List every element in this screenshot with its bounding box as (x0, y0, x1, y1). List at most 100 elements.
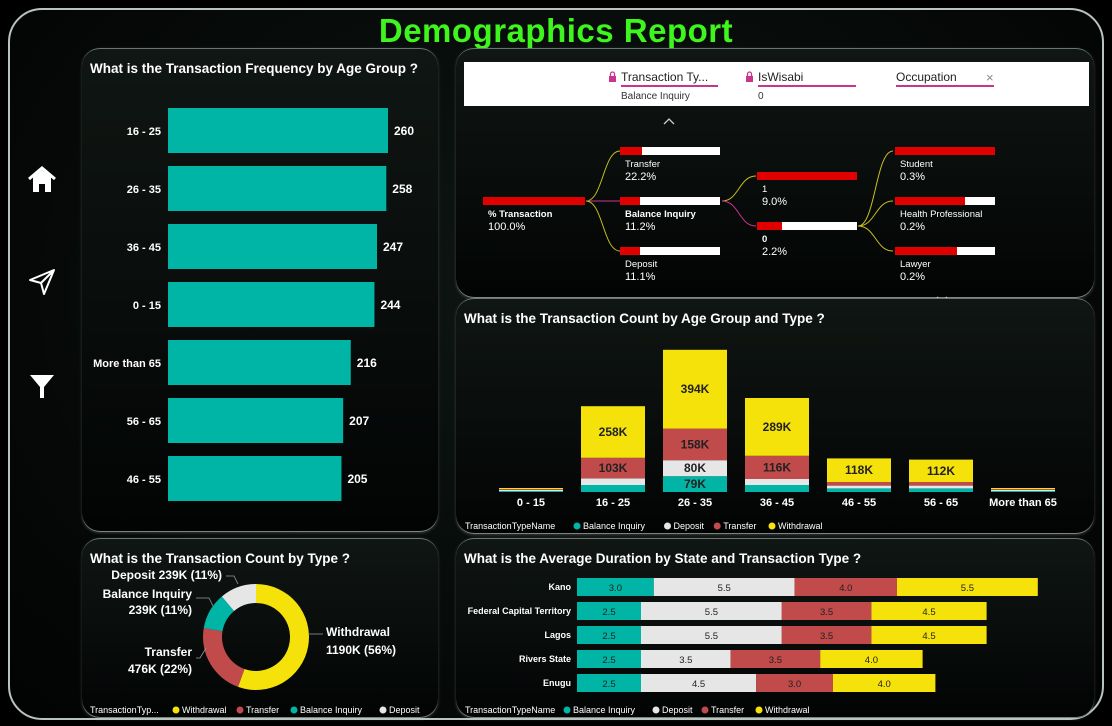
duration-data-label: 4.0 (865, 655, 878, 666)
tree-level3-label: Health Professional (900, 209, 982, 220)
stack-segment (745, 485, 809, 492)
bar-value-label: 260 (394, 124, 414, 138)
stack-legend-label: Balance Inquiry (583, 521, 646, 531)
stack-segment (745, 398, 809, 456)
donut-legend-label: Deposit (389, 705, 420, 715)
stack-segment (581, 478, 645, 485)
lock-icon (746, 71, 753, 82)
stack-legend-marker (768, 522, 776, 530)
tree-level2-bar-fill (757, 172, 857, 180)
tree-level1-bar-track (620, 197, 720, 205)
send-icon[interactable] (26, 266, 58, 298)
duration-segment (577, 626, 641, 644)
frequency-bar (168, 166, 387, 211)
bar-category-label: 36 - 45 (127, 242, 161, 254)
tree-level1-value: 22.2% (625, 171, 656, 183)
bar-value-label: 207 (349, 414, 369, 428)
filter-transaction-type-value: Balance Inquiry (621, 91, 690, 102)
duration-segment (577, 578, 654, 596)
stack-segment (827, 488, 891, 492)
stack-segment (663, 428, 727, 461)
count-type-title: What is the Transaction Count by Type ? (90, 551, 351, 566)
donut-legend-marker (379, 706, 387, 714)
duration-data-label: 3.0 (609, 583, 622, 594)
tree-level3-value: 0.2% (900, 221, 925, 233)
duration-segment (577, 674, 641, 692)
duration-data-label: 2.5 (602, 631, 615, 642)
lock-icon (609, 71, 616, 82)
donut-leader-line (196, 597, 214, 607)
duration-data-label: 4.5 (692, 679, 705, 690)
stack-data-label: 80K (684, 461, 706, 475)
bar-category-label: 46 - 55 (127, 474, 161, 486)
duration-segment (781, 626, 872, 644)
duration-segment (833, 674, 936, 692)
duration-legend-label: Deposit (662, 705, 693, 715)
stack-segment (909, 485, 973, 489)
stack-data-label: 103K (599, 461, 628, 475)
stack-segment (991, 490, 1055, 491)
filter-iswisabi[interactable]: IsWisabi (758, 70, 856, 87)
tree-level2-label: 1 (762, 184, 767, 195)
stack-data-label: 394K (681, 382, 710, 396)
filter-occupation[interactable]: Occupation (896, 70, 994, 87)
donut-legend-label: Balance Inquiry (300, 705, 363, 715)
stack-legend-marker (664, 522, 671, 530)
tree-connector (857, 150, 894, 227)
stack-legend-marker (573, 522, 581, 530)
duration-segment (577, 650, 641, 668)
duration-chart: Kano 3.0 5.5 4.0 5.5 Federal Capital Territor… (465, 578, 1038, 715)
duration-segment (820, 650, 923, 668)
duration-segment (871, 626, 987, 644)
tree-connector (721, 175, 757, 202)
stack-category-label: 36 - 45 (760, 497, 794, 509)
stack-segment (581, 457, 645, 479)
duration-legend-marker (755, 706, 763, 714)
donut-slice (221, 584, 256, 612)
stack-segment (499, 491, 563, 492)
tree-level3-bar-fill (895, 147, 995, 155)
donut-leader-line (196, 647, 207, 659)
frequency-bar (168, 340, 351, 385)
filter-transaction-type[interactable]: Transaction Ty... (621, 70, 718, 87)
stack-segment (827, 485, 891, 489)
page-title: Demographics Report (378, 12, 734, 49)
stack-category-label: 26 - 35 (678, 497, 712, 509)
duration-segment (641, 674, 757, 692)
tree-level1-bar-fill (620, 197, 640, 205)
duration-segment (871, 602, 987, 620)
tree-level2-value: 2.2% (762, 246, 787, 258)
duration-legend-label: Balance Inquiry (573, 705, 636, 715)
stack-data-label: 118K (845, 463, 873, 477)
filter-icon[interactable] (26, 370, 58, 402)
donut-label-withdrawal-value: 1190K (56%) (326, 643, 396, 657)
stack-segment (499, 489, 563, 490)
stack-segment (745, 479, 809, 485)
stack-segment (581, 406, 645, 458)
duration-data-label: 5.5 (718, 583, 731, 594)
frequency-bar (168, 456, 342, 501)
tree-root-label: % Transaction (488, 209, 553, 220)
tree-connector (585, 150, 621, 202)
filter-iswisabi-value: 0 (758, 91, 764, 102)
stack-legend-label: Transfer (723, 521, 756, 531)
bar-category-label: 0 - 15 (133, 300, 161, 312)
stack-category-label: 16 - 25 (596, 497, 630, 509)
stack-segment (827, 458, 891, 482)
duration-legend-marker (563, 706, 571, 714)
tree-connector (585, 200, 621, 252)
tree-level1-label: Transfer (625, 159, 660, 170)
home-icon[interactable] (26, 164, 58, 196)
duration-segment (897, 578, 1038, 596)
stack-data-label: 112K (927, 464, 955, 478)
stack-data-label: 158K (681, 437, 710, 451)
count-age-type-title: What is the Transaction Count by Age Gro… (464, 311, 825, 326)
tree-level1-bar-track (620, 147, 720, 155)
close-icon[interactable]: × (986, 70, 994, 85)
duration-segment (756, 674, 833, 692)
stack-segment (909, 482, 973, 486)
duration-legend-marker (652, 706, 660, 714)
bar-value-label: 247 (383, 240, 403, 254)
duration-data-label: 5.5 (961, 583, 974, 594)
